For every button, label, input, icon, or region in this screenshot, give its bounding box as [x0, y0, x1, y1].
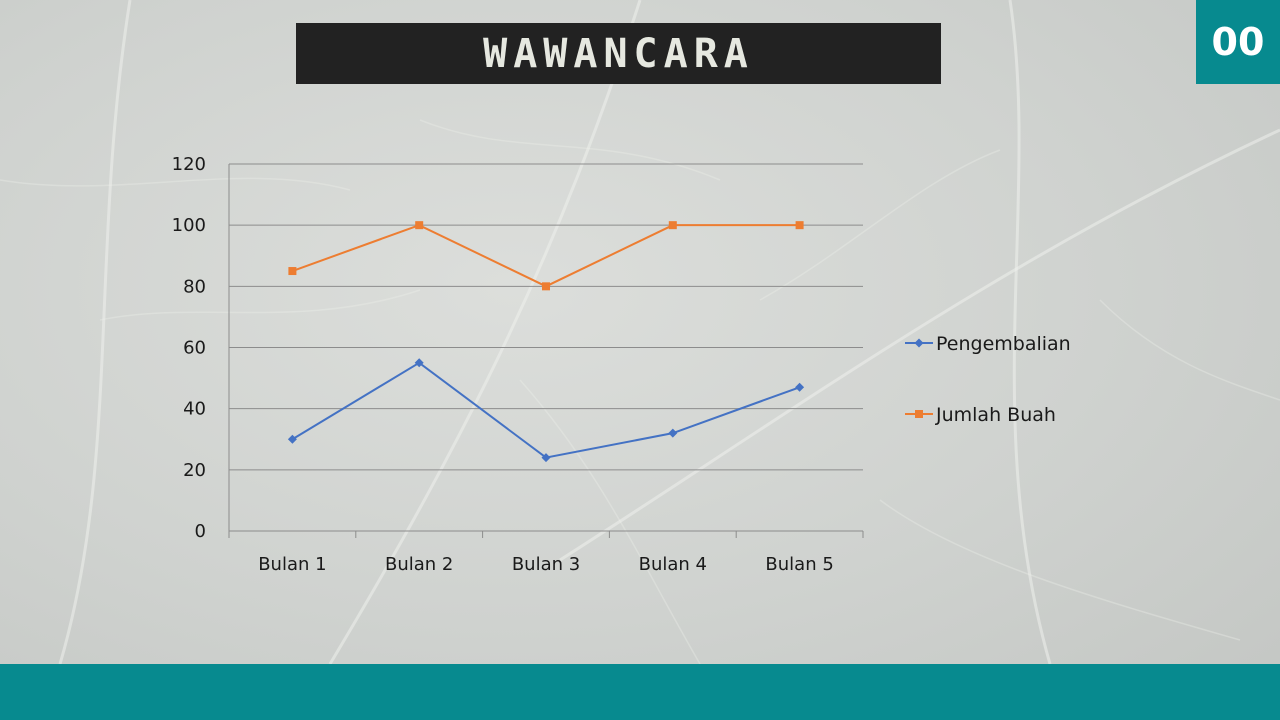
- y-tick-label: 120: [172, 154, 206, 175]
- data-point: [795, 382, 805, 392]
- series-1: [288, 221, 804, 291]
- legend-marker: [915, 410, 923, 418]
- y-tick-labels: 0 20 40 60 80 100 120: [172, 154, 206, 542]
- data-point: [795, 221, 804, 230]
- data-point: [541, 453, 551, 463]
- series-line: [291, 361, 800, 459]
- axes: [228, 164, 864, 538]
- data-point: [288, 267, 297, 276]
- legend: Pengembalian Jumlah Buah: [905, 333, 1071, 426]
- x-tick-label: Bulan 2: [385, 554, 453, 575]
- data-point: [287, 434, 297, 444]
- y-tick-label: 100: [172, 215, 206, 236]
- x-tick-label: Bulan 3: [512, 554, 580, 575]
- title-bar: WAWANCARA: [296, 23, 941, 84]
- gridlines: [229, 163, 863, 471]
- page-number-badge: 00: [1196, 0, 1280, 84]
- page-number: 00: [1211, 20, 1265, 64]
- y-tick-label: 0: [195, 521, 206, 542]
- footer-bar: [0, 664, 1280, 720]
- x-tick-label: Bulan 1: [258, 554, 326, 575]
- legend-marker: [914, 338, 924, 348]
- data-point: [668, 428, 678, 438]
- data-point: [415, 221, 424, 230]
- series-0: [287, 358, 805, 463]
- x-tick-label: Bulan 5: [765, 554, 833, 575]
- slide-title: WAWANCARA: [483, 30, 754, 77]
- y-tick-label: 80: [183, 276, 206, 297]
- series-group: [287, 221, 805, 463]
- x-tick-labels: Bulan 1 Bulan 2 Bulan 3 Bulan 4 Bulan 5: [258, 554, 834, 575]
- y-tick-label: 20: [183, 460, 206, 481]
- legend-entry: Jumlah Buah: [905, 404, 1056, 426]
- legend-label: Pengembalian: [936, 333, 1071, 355]
- x-tick-label: Bulan 4: [639, 554, 707, 575]
- leaf-texture-background: [58, 0, 1280, 664]
- series-line: [292, 224, 800, 288]
- legend-label: Jumlah Buah: [935, 404, 1056, 426]
- legend-entry: Pengembalian: [905, 333, 1071, 355]
- y-tick-label: 60: [183, 338, 206, 359]
- data-point: [414, 358, 424, 368]
- data-point: [542, 282, 550, 291]
- y-tick-label: 40: [183, 399, 206, 420]
- data-point: [668, 221, 677, 230]
